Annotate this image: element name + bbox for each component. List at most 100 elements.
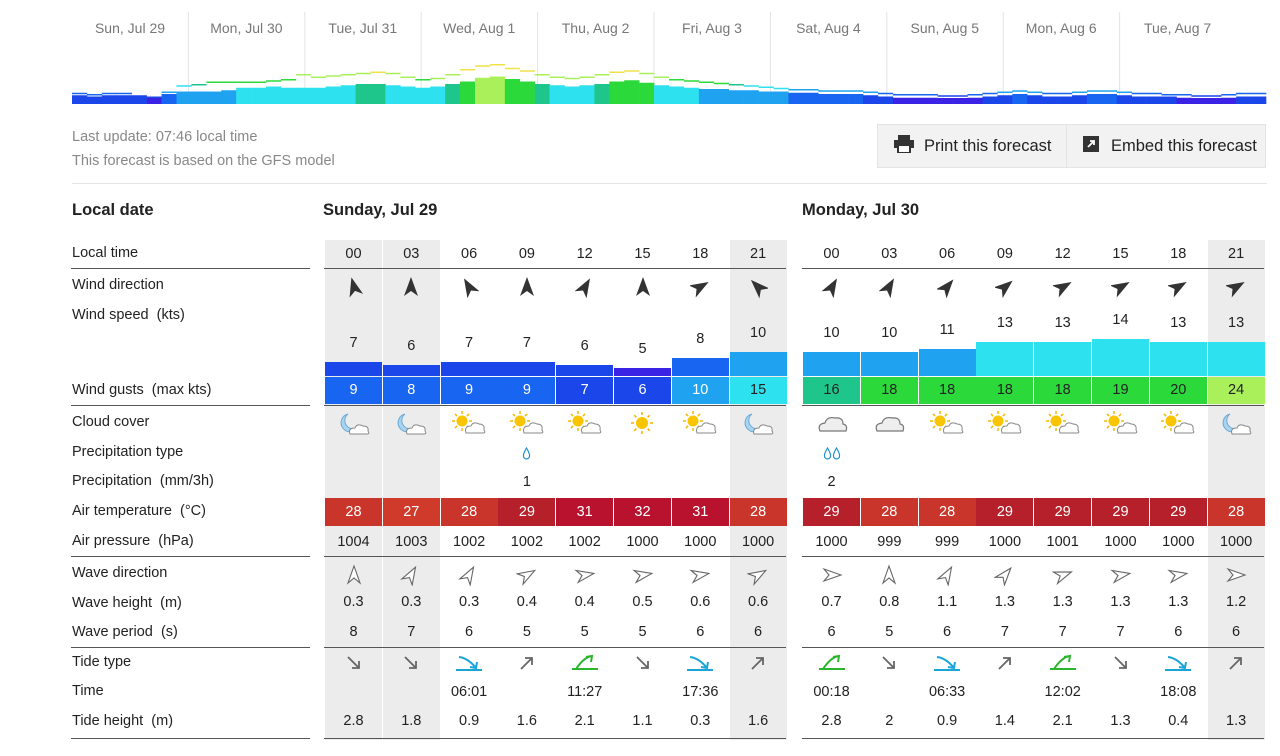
wave-direction-icon — [325, 564, 382, 591]
air-temperature-value: 27 — [382, 498, 440, 526]
overview-day-label: Tue, Aug 7 — [1144, 20, 1211, 36]
overview-gust-tick — [415, 79, 431, 81]
overview-gust-tick — [1221, 94, 1237, 96]
moon-cloud-icon — [325, 411, 382, 442]
wave-height-value: 0.3 — [343, 594, 364, 610]
overview-gust-tick — [1042, 92, 1058, 95]
divider — [802, 405, 1265, 406]
wave-period-value: 7 — [1116, 624, 1125, 640]
air-temperature-value: 29 — [1034, 498, 1092, 526]
wave-direction-icon — [556, 564, 613, 591]
wave-direction-icon — [672, 564, 729, 591]
overview-speed-bar — [72, 95, 88, 104]
wave-period-value: 6 — [696, 624, 705, 640]
tide-time-value: 06:01 — [450, 684, 488, 700]
overview-gust-tick — [206, 81, 222, 83]
overview-gust-tick — [609, 71, 625, 73]
sun-cloud-icon — [556, 411, 613, 442]
wind-speed-label-text: Wind speed — [72, 307, 149, 323]
hour-cell: 15 — [1112, 246, 1129, 262]
overview-speed-bar — [489, 76, 506, 104]
wave-direction-icon — [730, 564, 787, 591]
overview-gust-tick — [251, 81, 267, 83]
overview-gust-tick — [1012, 90, 1028, 92]
sun-cloud-icon — [672, 411, 729, 442]
wind-arrow-icon — [976, 275, 1033, 304]
day-title: Sunday, Jul 29 — [323, 201, 438, 219]
wave-period-value: 6 — [943, 624, 952, 640]
wind-speed-bar — [1149, 342, 1207, 376]
tide-falling-icon — [614, 654, 671, 677]
wind-speed-bar — [498, 361, 556, 376]
wave-direction-icon — [498, 564, 555, 591]
overview-gust-tick — [146, 96, 162, 98]
overview-gust-tick — [430, 77, 446, 80]
sun-cloud-icon — [919, 411, 976, 442]
wind-arrow-icon — [672, 275, 729, 304]
overview-speed-bar — [952, 98, 968, 104]
overview-speed-bar — [460, 81, 476, 104]
wind-speed-value: 6 — [407, 337, 416, 354]
overview-speed-bar — [967, 97, 983, 104]
air-temperature-value: 28 — [860, 498, 918, 526]
wind-gust-value: 18 — [860, 377, 918, 404]
overview-chart[interactable]: Sun, Jul 29 Mon, Jul 30 Tue, Jul 31 Wed, Au… — [0, 0, 1280, 110]
print-forecast-button[interactable]: Print this forecast — [877, 124, 1067, 168]
overview-gust-tick — [101, 92, 118, 95]
overview-gust-tick — [788, 89, 804, 91]
divider — [802, 738, 1265, 739]
overview-speed-bar — [1027, 95, 1043, 104]
tide-height-value: 1.1 — [632, 713, 653, 729]
tide-time-value: 18:08 — [1160, 684, 1197, 700]
embed-icon — [1083, 135, 1099, 157]
sun-cloud-icon — [976, 411, 1033, 442]
overview-gust-tick — [236, 81, 252, 83]
overview-speed-bar — [863, 95, 879, 104]
wave-period-value: 6 — [1232, 624, 1241, 640]
tide-height-value: 2.8 — [821, 713, 842, 729]
tide-height-value: 2.1 — [1052, 713, 1073, 729]
wave-period-value: 6 — [827, 624, 836, 640]
wave-height-value: 0.3 — [459, 594, 480, 610]
precip-type-label: Precipitation type — [72, 444, 184, 460]
overview-day-label: Tue, Jul 31 — [328, 20, 397, 36]
overview-speed-bar — [176, 91, 192, 104]
wind-gust-value: 18 — [918, 377, 976, 404]
tide-low-icon — [672, 654, 729, 677]
overview-gust-tick — [370, 71, 386, 73]
overview-speed-bar — [400, 86, 416, 104]
hour-cell: 09 — [996, 246, 1013, 262]
wave-height-value: 0.6 — [690, 594, 711, 610]
night-column — [729, 240, 787, 740]
wind-speed-bar — [556, 364, 614, 376]
wave-period-value: 7 — [1058, 624, 1067, 640]
hour-cell: 15 — [634, 246, 651, 262]
overview-speed-bar — [474, 77, 491, 104]
wind-arrow-icon — [1208, 275, 1265, 304]
wind-arrow-icon — [1092, 275, 1149, 304]
divider — [802, 647, 1265, 648]
overview-speed-bar — [340, 85, 356, 104]
moon-cloud-icon — [1208, 411, 1265, 442]
overview-speed-bar — [1101, 94, 1118, 104]
air-temperature-value: 28 — [918, 498, 976, 526]
tide-height-value: 0.4 — [1168, 713, 1189, 729]
overview-speed-bar — [892, 97, 909, 104]
precipitation-unit: (mm/3h) — [159, 473, 214, 489]
wind-speed-value: 5 — [638, 341, 647, 357]
moon-cloud-icon — [730, 411, 787, 442]
overview-speed-bar — [698, 89, 715, 104]
overview-gust-tick — [654, 76, 670, 78]
overview-speed-bar — [86, 96, 103, 104]
embed-forecast-button[interactable]: Embed this forecast — [1066, 124, 1266, 168]
overview-gust-tick — [1101, 90, 1118, 92]
overview-gust-tick — [310, 76, 327, 78]
overview-speed-bar — [445, 84, 461, 104]
air-pressure-label-text: Air pressure — [72, 533, 151, 549]
wave-height-value: 0.3 — [401, 594, 422, 610]
wave-direction-label: Wave direction — [72, 565, 168, 581]
overview-speed-bar — [325, 86, 341, 104]
overview-speed-bar — [191, 91, 207, 104]
last-update-text: Last update: 07:46 local time — [72, 129, 258, 145]
air-pressure-value: 1000 — [988, 534, 1022, 550]
